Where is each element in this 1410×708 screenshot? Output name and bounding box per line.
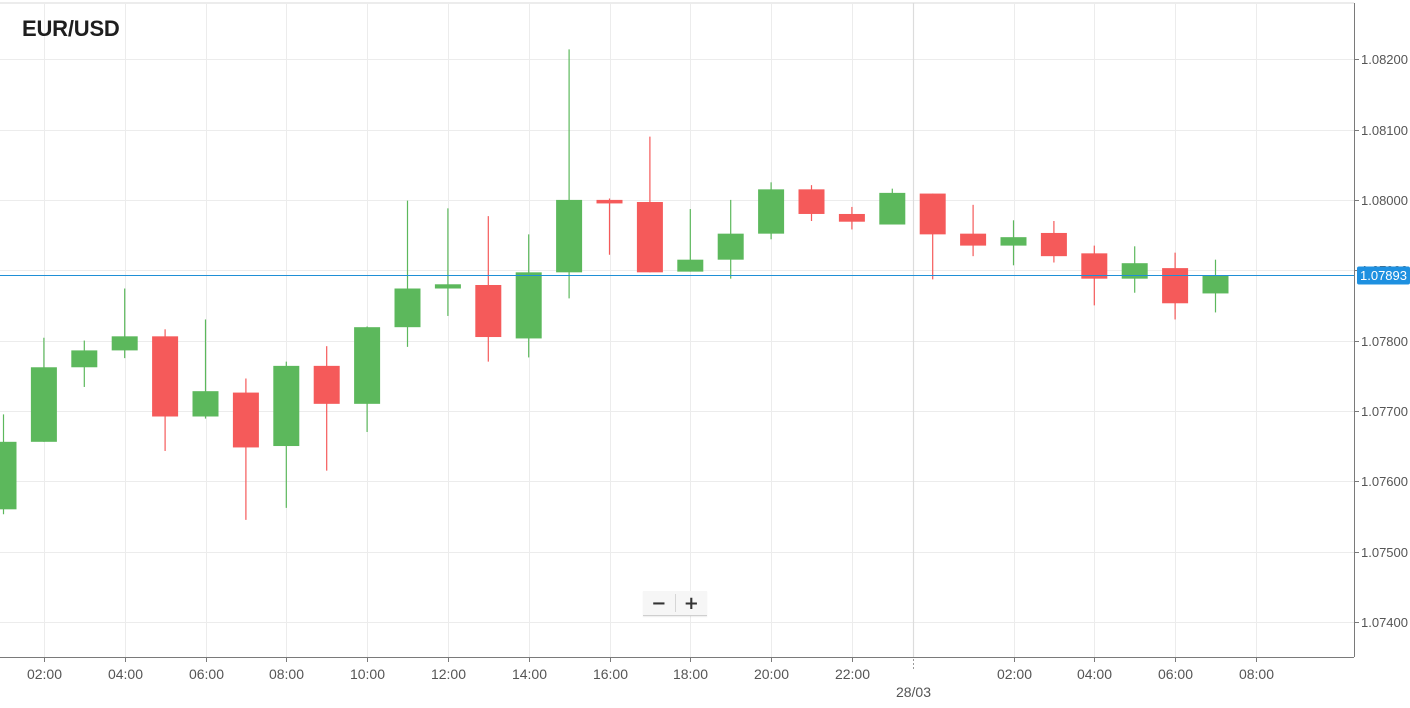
y-tick-label: 1.07600 [1361,474,1408,489]
candle-body-down [475,284,502,338]
x-tick-label: 22:00 [835,666,870,682]
x-tick-label: 08:00 [269,666,304,682]
candle-body-down [798,189,825,214]
candle-body-up [192,391,219,417]
candle-body-down [636,202,663,273]
candle-body-up [111,336,138,351]
zoom-out-button[interactable]: − [651,592,667,614]
y-tick-label: 1.08000 [1361,193,1408,208]
candle-body-down [1162,268,1189,304]
candle-body-up [717,233,744,260]
zoom-divider [674,594,676,612]
y-tick-label: 1.07400 [1361,615,1408,630]
x-tick-label: 04:00 [108,666,143,682]
candle-body-up [0,441,17,510]
candle-body-down [960,233,987,246]
x-tick-label: 14:00 [512,666,547,682]
candle-body-up [273,365,300,447]
candle-body-down [1040,232,1067,257]
x-tick-label: 04:00 [1077,666,1112,682]
y-tick-label: 1.07700 [1361,404,1408,419]
candle-body-up [556,199,583,273]
current-price-label: 1.07893 [1360,268,1407,283]
y-tick-label: 1.08200 [1361,52,1408,67]
candle-body-up [1000,237,1027,246]
x-tick-label: 08:00 [1239,666,1274,682]
candle-body-down [596,199,623,204]
x-tick-label: 12:00 [431,666,466,682]
candle-body-down [919,193,946,235]
candle-body-down [152,336,179,417]
current-price-tag [1357,266,1410,285]
candle-body-up [71,350,98,368]
x-tick-label: 16:00 [593,666,628,682]
candle-body-up [394,288,421,328]
candle-body-up [677,259,704,272]
candle-body-up [515,272,542,339]
x-tick-label: 20:00 [754,666,789,682]
candle-body-down [1081,253,1108,279]
day-separator-label: 28/03 [896,684,931,700]
candle-body-up [434,284,461,289]
candle-body-up [879,192,906,225]
candle-body-up [1121,263,1148,279]
candle-body-down [313,365,340,404]
zoom-in-button[interactable]: + [683,592,699,614]
y-tick-label: 1.07500 [1361,545,1408,560]
candle-body-down [838,213,865,222]
zoom-control: − + [643,591,707,616]
x-tick-label: 10:00 [350,666,385,682]
candle-body-up [1202,275,1229,294]
candle-body-up [354,327,381,404]
y-tick-label: 1.07800 [1361,334,1408,349]
y-tick-label: 1.08100 [1361,123,1408,138]
chart-title: EUR/USD [22,16,120,41]
x-tick-label: 18:00 [673,666,708,682]
candle-body-down [232,392,259,448]
x-tick-label: 06:00 [189,666,224,682]
x-tick-label: 02:00 [27,666,62,682]
x-tick-label: 06:00 [1158,666,1193,682]
candle-body-up [30,367,57,442]
candle-body-up [758,189,785,234]
x-tick-label: 02:00 [997,666,1032,682]
